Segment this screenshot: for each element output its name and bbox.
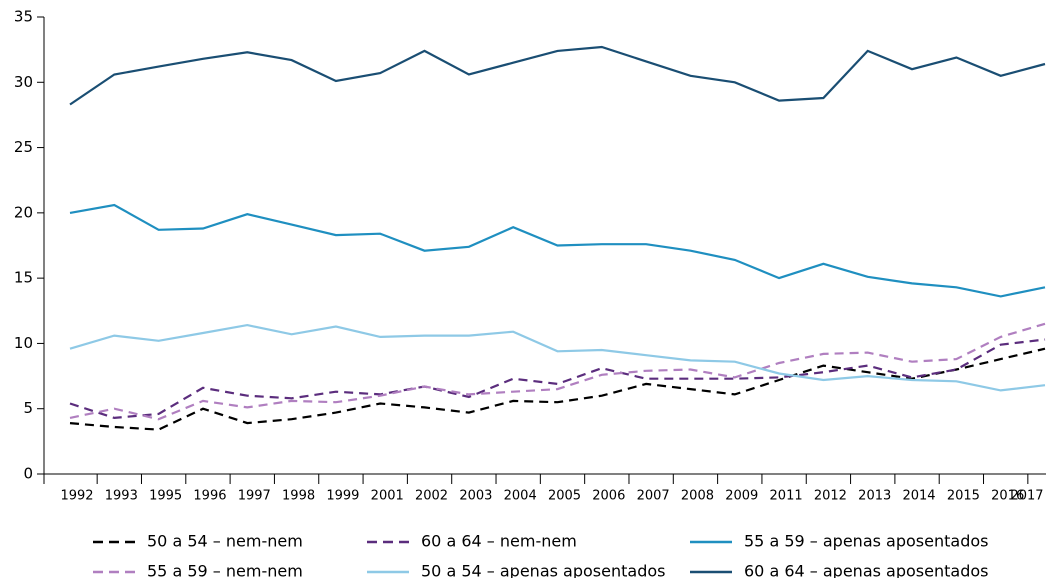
x-tick-label: 2001 — [371, 489, 404, 504]
y-tick-label: 35 — [14, 8, 33, 26]
x-tick-label: 1999 — [326, 489, 359, 504]
y-tick-label: 20 — [14, 203, 33, 221]
legend-label: 60 a 64 – apenas aposentados — [744, 562, 988, 578]
legend-label: 55 a 59 – apenas aposentados — [744, 532, 988, 551]
x-tick-label: 2013 — [858, 489, 891, 504]
x-tick-label: 2014 — [902, 489, 935, 504]
legend-label: 60 a 64 – nem-nem — [421, 532, 577, 551]
x-tick-label: 2016 — [991, 489, 1024, 504]
y-tick-label: 0 — [23, 465, 33, 483]
series-line — [69, 323, 1046, 392]
x-tick-label: 2011 — [770, 489, 803, 504]
x-tick-label: 2004 — [504, 489, 537, 504]
x-tick-label: 1998 — [282, 489, 315, 504]
series-line — [69, 338, 1046, 420]
x-tick-label: 2008 — [681, 489, 714, 504]
legend-label: 50 a 54 – nem-nem — [147, 532, 303, 551]
x-tick-label: 2005 — [548, 489, 581, 504]
x-tick-label: 1996 — [193, 489, 226, 504]
x-tick-label: 1992 — [60, 489, 93, 504]
y-tick-label: 30 — [14, 73, 33, 91]
x-tick-label: 1997 — [238, 489, 271, 504]
x-tick-label: 2006 — [592, 489, 625, 504]
y-tick-label: 5 — [23, 399, 33, 417]
x-tick-label: 2007 — [637, 489, 670, 504]
y-tick-label: 25 — [14, 138, 33, 156]
x-tick-label: 2003 — [459, 489, 492, 504]
legend-label: 50 a 54 – apenas aposentados — [421, 562, 665, 578]
series-line — [69, 322, 1046, 421]
x-tick-label: 2012 — [814, 489, 847, 504]
x-tick-label: 1993 — [105, 489, 138, 504]
series-line — [69, 203, 1046, 298]
series-line — [69, 45, 1046, 106]
y-tick-label: 10 — [14, 334, 33, 352]
legend-label: 55 a 59 – nem-nem — [147, 562, 303, 578]
x-tick-label: 2009 — [725, 489, 758, 504]
x-tick-label: 2017 — [1010, 489, 1043, 504]
series-line — [69, 347, 1046, 431]
x-tick-label: 1995 — [149, 489, 182, 504]
y-tick-label: 15 — [14, 269, 33, 287]
x-tick-label: 2015 — [947, 489, 980, 504]
x-tick-label: 2002 — [415, 489, 448, 504]
